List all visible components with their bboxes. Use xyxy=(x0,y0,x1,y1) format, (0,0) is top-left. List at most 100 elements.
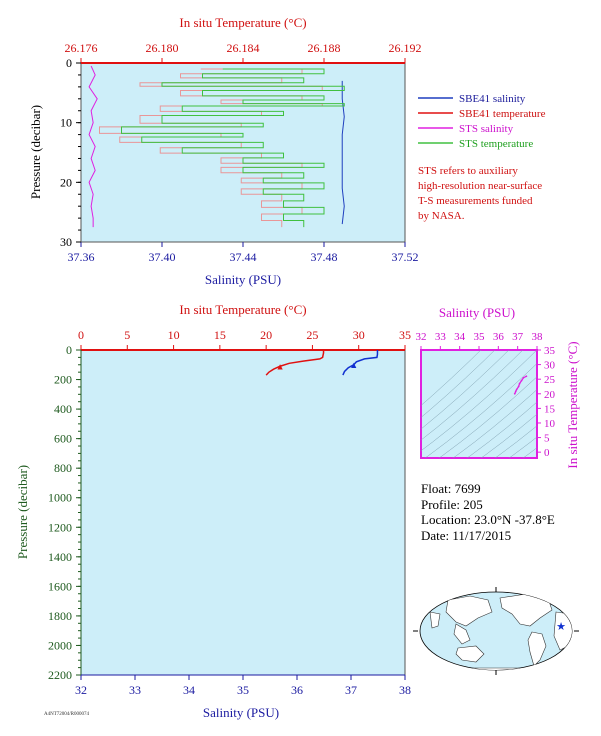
top-pressure-tick-label: 10 xyxy=(60,116,72,130)
bottom-plot-area xyxy=(80,349,406,676)
sts-note-line: by NASA. xyxy=(418,210,465,222)
profile-number: Profile: 205 xyxy=(421,496,483,512)
bottom-sal-tick-label: 37 xyxy=(345,683,357,697)
ts-profile-point xyxy=(515,388,518,391)
ts-sal-tick-label: 34 xyxy=(454,331,466,343)
bottom-temp-tick-label: 20 xyxy=(260,328,272,342)
ts-profile-point xyxy=(518,382,521,385)
float-location: Location: 23.0°N -37.8°E xyxy=(421,512,555,527)
bottom-pressure-tick-label: 400 xyxy=(54,402,72,416)
bottom-sal-tick-label: 35 xyxy=(237,683,249,697)
series-line-salinity xyxy=(342,350,379,376)
series-line-sts-salinity xyxy=(88,65,98,228)
ts-temp-tick-label: 0 xyxy=(544,447,550,459)
map-land-southeast-asia xyxy=(453,623,471,645)
ts-sal-tick-label: 33 xyxy=(435,331,447,343)
bottom-sal-axis-label: Salinity (PSU) xyxy=(203,705,279,720)
ts-density-contour xyxy=(421,350,496,418)
ts-sal-tick-label: 36 xyxy=(493,331,505,343)
top-temp-tick-label: 26.176 xyxy=(65,41,98,55)
bottom-pressure-tick-label: 1400 xyxy=(48,550,72,564)
ts-profile-point xyxy=(525,375,528,378)
bottom-sal-tick-label: 34 xyxy=(183,683,195,697)
sts-note: STS refers to auxiliary high-resolution n… xyxy=(418,165,542,222)
series-line-temperature xyxy=(265,350,325,376)
sts-note-line: T-S measurements funded xyxy=(418,195,533,207)
map-land-india xyxy=(429,611,441,629)
ts-temp-tick-label: 30 xyxy=(544,360,556,372)
top-plot-area xyxy=(80,62,406,243)
ts-density-contour xyxy=(466,401,537,458)
ts-temp-tick-label: 35 xyxy=(544,345,556,357)
ts-density-contour xyxy=(508,436,537,458)
top-sal-tick-label: 37.36 xyxy=(68,250,95,264)
ts-density-contour xyxy=(522,447,537,458)
legend-label-sts-salinity: STS salinity xyxy=(459,123,514,135)
ts-profile-point xyxy=(514,390,517,393)
top-sal-tick-label: 37.48 xyxy=(311,250,338,264)
ts-temp-tick-label: 25 xyxy=(544,374,556,386)
float-location-star-icon: ★ xyxy=(556,621,566,633)
ts-density-contour xyxy=(438,376,537,458)
bottom-temp-tick-label: 15 xyxy=(214,328,226,342)
bottom-temp-tick-label: 5 xyxy=(124,328,130,342)
ts-density-contour xyxy=(421,350,482,406)
map-land-europe xyxy=(555,595,572,611)
bottom-pressure-tick-label: 1600 xyxy=(48,579,72,593)
bottom-pressure-tick-label: 1800 xyxy=(48,609,72,623)
ts-density-contour xyxy=(421,350,524,441)
top-temp-axis-label: In situ Temperature (°C) xyxy=(179,15,306,30)
bottom-temp-tick-label: 30 xyxy=(353,328,365,342)
bottom-pressure-tick-label: 200 xyxy=(54,373,72,387)
ts-temp-tick-label: 5 xyxy=(544,433,550,445)
series-line-sts-temperature xyxy=(121,68,345,228)
sts-note-line: high-resolution near-surface xyxy=(418,180,542,192)
ts-density-contour xyxy=(494,425,537,458)
top-sal-tick-label: 37.44 xyxy=(230,250,257,264)
legend-label-sbe41-temperature: SBE41 temperature xyxy=(459,108,546,120)
bottom-sal-tick-label: 33 xyxy=(129,683,141,697)
bottom-sal-tick-label: 36 xyxy=(291,683,303,697)
ts-temp-tick-label: 20 xyxy=(544,389,556,401)
bottom-pressure-axis-label: Pressure (decibar) xyxy=(15,465,30,559)
legend-label-sts-temperature: STS temperature xyxy=(459,138,533,150)
series-marker-salinity: ▲ xyxy=(349,360,358,370)
ts-sal-tick-label: 37 xyxy=(512,331,524,343)
bottom-sal-tick-label: 32 xyxy=(75,683,87,697)
ts-profile-point xyxy=(513,392,516,395)
ts-temp-tick-label: 10 xyxy=(544,418,556,430)
bottom-chart: 0 5 10 15 20 25 30 35 32 33 34 35 36 37 38 0 200 400 600 80… xyxy=(15,302,411,720)
ts-profile-point xyxy=(520,379,523,382)
bottom-pressure-tick-label: 0 xyxy=(66,343,72,357)
bottom-pressure-tick-label: 2000 xyxy=(48,638,72,652)
top-chart: 26.176 26.180 26.184 26.188 26.192 37.36 37.40… xyxy=(28,15,422,287)
top-temp-tick-label: 26.188 xyxy=(308,41,341,55)
top-sal-tick-label: 37.52 xyxy=(392,250,419,264)
top-pressure-axis-label: Pressure (decibar) xyxy=(28,105,43,199)
top-pressure-tick-label: 20 xyxy=(60,175,72,189)
bottom-temp-tick-label: 0 xyxy=(78,328,84,342)
series-marker-temperature: ▲ xyxy=(276,361,285,371)
top-temp-tick-label: 26.192 xyxy=(389,41,422,55)
bottom-temp-tick-label: 10 xyxy=(168,328,180,342)
ts-sal-tick-label: 38 xyxy=(532,331,544,343)
series-line-sbe41-salinity xyxy=(341,80,345,225)
top-pressure-tick-label: 30 xyxy=(60,235,72,249)
bottom-pressure-tick-label: 2200 xyxy=(48,668,72,682)
ts-temp-tick-label: 15 xyxy=(544,403,556,415)
ts-temp-axis-label: In situ Temperature (°C) xyxy=(565,341,580,468)
sts-note-line: STS refers to auxiliary xyxy=(418,165,518,177)
ts-density-contour xyxy=(424,363,537,458)
map-land-east-asia xyxy=(445,595,493,627)
map-land-australia xyxy=(455,645,485,663)
ts-sal-tick-label: 32 xyxy=(416,331,427,343)
top-temp-tick-label: 26.184 xyxy=(227,41,260,55)
footer-id: A4NT72004/R000074 xyxy=(44,712,89,717)
float-id: Float: 7699 xyxy=(421,481,481,496)
ts-profile-point xyxy=(517,385,520,388)
profile-date: Date: 11/17/2015 xyxy=(421,527,512,543)
bottom-pressure-tick-label: 800 xyxy=(54,461,72,475)
bottom-temp-axis-label: In situ Temperature (°C) xyxy=(179,302,306,317)
ts-sal-tick-label: 35 xyxy=(474,331,486,343)
